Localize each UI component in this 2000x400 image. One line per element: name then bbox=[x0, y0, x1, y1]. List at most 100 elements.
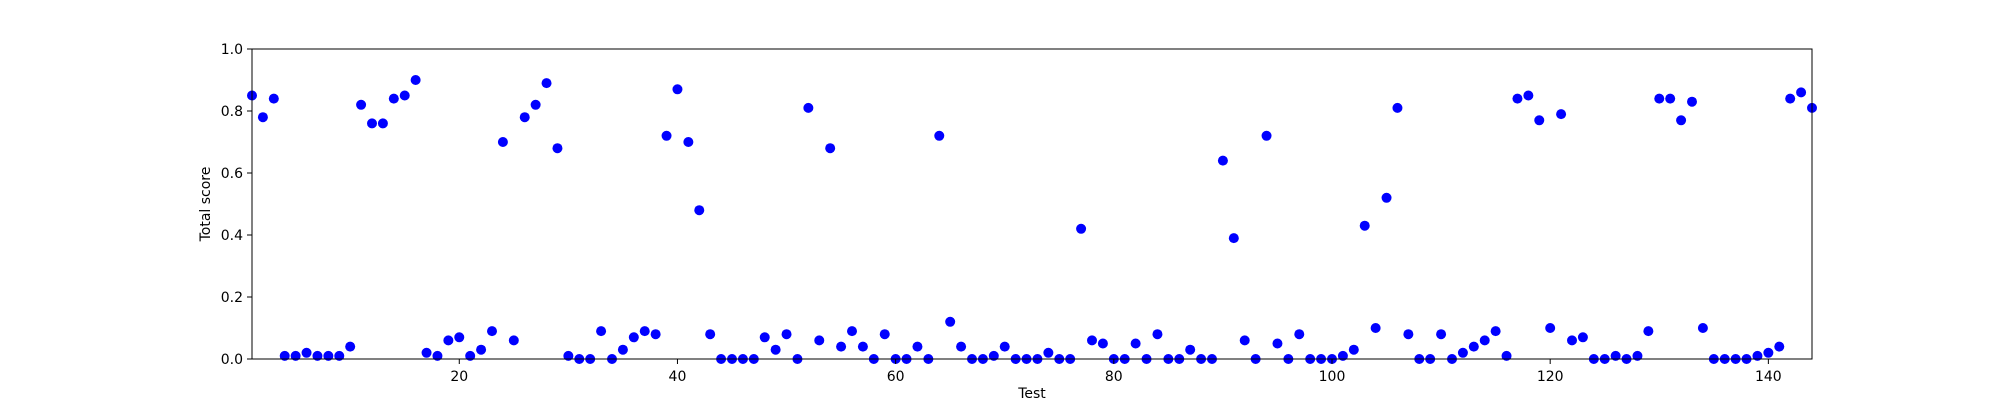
data-point bbox=[487, 326, 497, 337]
data-point bbox=[1468, 341, 1479, 352]
data-point bbox=[1643, 326, 1654, 337]
data-point bbox=[1337, 350, 1348, 361]
data-point bbox=[1043, 347, 1054, 358]
x-axis-label: Test bbox=[1017, 386, 1046, 400]
data-point bbox=[879, 329, 890, 340]
data-point bbox=[1512, 93, 1523, 104]
data-point bbox=[1654, 93, 1665, 104]
data-point bbox=[650, 329, 661, 340]
data-point bbox=[377, 118, 388, 129]
data-point bbox=[1436, 329, 1447, 340]
data-point bbox=[563, 350, 574, 361]
data-point bbox=[1272, 338, 1283, 349]
data-point bbox=[1556, 109, 1567, 120]
data-point bbox=[857, 341, 868, 352]
data-point bbox=[454, 332, 465, 343]
data-point bbox=[530, 99, 541, 110]
data-point bbox=[639, 326, 650, 337]
data-point bbox=[945, 316, 956, 327]
data-point bbox=[1501, 350, 1512, 361]
data-point bbox=[345, 341, 356, 352]
data-point bbox=[661, 130, 672, 141]
data-point bbox=[1545, 323, 1556, 333]
data-point bbox=[279, 350, 290, 361]
data-point bbox=[1752, 350, 1763, 361]
data-point bbox=[268, 93, 279, 104]
data-point bbox=[825, 143, 836, 154]
x-tick-label: 100 bbox=[1319, 369, 1346, 385]
data-point bbox=[410, 75, 421, 85]
data-point bbox=[1490, 326, 1501, 337]
data-point bbox=[356, 99, 367, 110]
x-tick-label: 60 bbox=[887, 369, 905, 385]
data-point bbox=[617, 344, 628, 355]
x-tick-label: 140 bbox=[1755, 369, 1782, 385]
data-point bbox=[988, 350, 999, 361]
data-point bbox=[683, 137, 694, 147]
data-point bbox=[705, 329, 716, 340]
data-point bbox=[1185, 344, 1196, 355]
y-axis-label: Total score bbox=[198, 167, 214, 243]
data-point bbox=[781, 329, 792, 340]
data-point bbox=[912, 341, 923, 352]
data-point bbox=[443, 335, 454, 346]
data-point bbox=[759, 332, 770, 343]
data-point bbox=[1392, 102, 1403, 113]
data-point bbox=[1130, 338, 1141, 349]
data-point bbox=[999, 341, 1010, 352]
data-point bbox=[1610, 350, 1621, 361]
data-point bbox=[508, 335, 519, 346]
axes-frame bbox=[251, 48, 1813, 360]
y-axis: 0.0 0.2 0.4 0.6 0.8 1.0 bbox=[221, 42, 252, 368]
data-point bbox=[1796, 87, 1807, 98]
data-point bbox=[672, 84, 683, 95]
y-tick-label: 0.6 bbox=[221, 166, 243, 182]
data-point bbox=[1774, 341, 1785, 352]
data-point bbox=[519, 112, 530, 123]
data-point bbox=[334, 350, 345, 361]
data-point bbox=[421, 347, 432, 358]
data-point bbox=[367, 118, 377, 129]
data-points bbox=[247, 75, 1817, 364]
data-point bbox=[1697, 323, 1708, 333]
data-point bbox=[1261, 130, 1272, 141]
data-point bbox=[323, 350, 334, 361]
data-point bbox=[1523, 90, 1534, 101]
y-tick-label: 0.0 bbox=[221, 352, 243, 368]
data-point bbox=[541, 78, 552, 89]
x-tick-label: 120 bbox=[1537, 369, 1564, 385]
data-point bbox=[596, 326, 607, 337]
data-point bbox=[476, 344, 487, 355]
data-point bbox=[1348, 344, 1359, 355]
data-point bbox=[770, 344, 781, 355]
data-point bbox=[803, 102, 814, 113]
data-point bbox=[1097, 338, 1108, 349]
data-point bbox=[1152, 329, 1163, 340]
data-point bbox=[1763, 347, 1774, 358]
data-point bbox=[836, 341, 847, 352]
data-point bbox=[1534, 115, 1545, 126]
data-point bbox=[465, 350, 476, 361]
x-axis: 20 40 60 80 100 120 140 bbox=[450, 359, 1782, 385]
data-point bbox=[1479, 335, 1490, 346]
data-point bbox=[1294, 329, 1305, 340]
data-point bbox=[814, 335, 825, 346]
data-point bbox=[847, 326, 857, 337]
data-point bbox=[1567, 335, 1577, 346]
y-tick-label: 0.2 bbox=[221, 290, 243, 306]
data-point bbox=[1228, 233, 1239, 244]
x-tick-label: 40 bbox=[669, 369, 687, 385]
data-point bbox=[628, 332, 639, 343]
data-point bbox=[552, 143, 563, 154]
data-point bbox=[497, 137, 508, 147]
data-point bbox=[1676, 115, 1687, 126]
data-point bbox=[1632, 350, 1643, 361]
data-point bbox=[1217, 155, 1228, 166]
data-point bbox=[301, 347, 312, 358]
data-point bbox=[1457, 347, 1468, 358]
data-point bbox=[388, 93, 399, 104]
data-point bbox=[1087, 335, 1097, 346]
data-point bbox=[1403, 329, 1414, 340]
data-point bbox=[1370, 323, 1381, 333]
